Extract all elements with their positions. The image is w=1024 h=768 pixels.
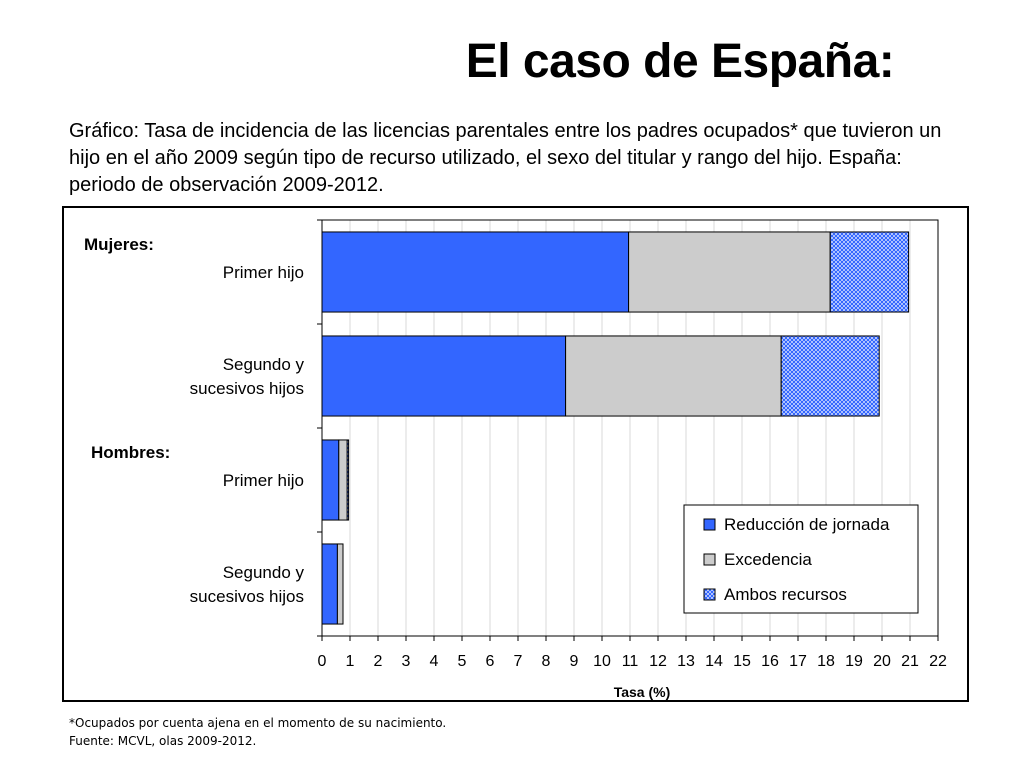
- chart-description: Gráfico: Tasa de incidencia de las licen…: [69, 120, 942, 196]
- slide-title: El caso de España:: [465, 35, 895, 88]
- bar-segment: [338, 439, 348, 521]
- x-axis-title: Tasa (%): [614, 684, 671, 700]
- bar-segment: [321, 439, 340, 521]
- x-tick-label: 6: [486, 653, 495, 670]
- x-tick-label: 13: [677, 653, 695, 670]
- x-tick-label: 12: [649, 653, 667, 670]
- bar-segment: [346, 439, 350, 521]
- footnote-source: Fuente: MCVL, olas 2009-2012.: [69, 734, 257, 748]
- x-tick-label: 20: [873, 653, 891, 670]
- legend-swatch: [703, 588, 716, 601]
- bar-segment: [336, 543, 344, 625]
- x-tick-label: 14: [705, 653, 723, 670]
- legend-box: [683, 504, 919, 614]
- chart-labels: 0 1 2 3 4 5 6 7 8 9 10 11 12 13 14 15 16 17 18 19 20 21 22Prim…: [84, 235, 947, 670]
- x-tick-label: 9: [570, 653, 579, 670]
- bar-segment: [565, 335, 782, 417]
- x-tick-label: 2: [374, 653, 383, 670]
- x-tick-label: 10: [593, 653, 611, 670]
- y-group-label: Hombres:: [91, 443, 170, 462]
- y-category-label: sucesivos hijos: [190, 379, 304, 398]
- y-category-label: Primer hijo: [223, 263, 304, 282]
- bar-segment: [628, 231, 831, 313]
- y-category-label: Segundo y: [223, 563, 305, 582]
- x-tick-label: 11: [622, 653, 639, 670]
- x-tick-label: 19: [845, 653, 863, 670]
- legend-swatch: [703, 553, 716, 566]
- bar-segment: [321, 543, 338, 625]
- x-tick-label: 22: [929, 653, 947, 670]
- x-tick-label: 16: [761, 653, 779, 670]
- legend-label: Ambos recursos: [724, 585, 847, 604]
- chart-axes: [317, 219, 939, 641]
- bar-segment: [780, 335, 880, 417]
- bar-segment: [321, 335, 567, 417]
- y-group-label: Mujeres:: [84, 235, 154, 254]
- chart-bars: [321, 231, 910, 625]
- stacked-bar-chart: 0 1 2 3 4 5 6 7 8 9 10 11 12 13 14 15 16 17 18 19 20 21 22Prim…: [84, 219, 947, 700]
- y-category-label: sucesivos hijos: [190, 587, 304, 606]
- legend-label: Reducción de jornada: [724, 515, 890, 534]
- x-tick-label: 17: [789, 653, 807, 670]
- bar-segment: [321, 231, 630, 313]
- x-tick-label: 1: [346, 653, 355, 670]
- x-tick-label: 4: [430, 653, 439, 670]
- footnote-note: *Ocupados por cuenta ajena en el momento…: [69, 716, 447, 730]
- legend-swatch: [703, 518, 716, 531]
- y-category-label: Primer hijo: [223, 471, 304, 490]
- x-tick-label: 15: [733, 653, 751, 670]
- x-tick-label: 18: [817, 653, 835, 670]
- x-tick-label: 3: [402, 653, 411, 670]
- legend-label: Excedencia: [724, 550, 812, 569]
- x-tick-label: 5: [458, 653, 467, 670]
- x-tick-label: 0: [318, 653, 327, 670]
- x-tick-label: 7: [514, 653, 523, 670]
- chart-legend: Reducción de jornada Excedencia Ambos recu…: [683, 504, 919, 614]
- x-tick-label: 21: [901, 653, 919, 670]
- bar-segment: [829, 231, 910, 313]
- y-category-label: Segundo y: [223, 355, 305, 374]
- chart-frame: 0 1 2 3 4 5 6 7 8 9 10 11 12 13 14 15 16 17 18 19 20 21 22 Prim…: [62, 206, 969, 702]
- x-tick-label: 8: [542, 653, 551, 670]
